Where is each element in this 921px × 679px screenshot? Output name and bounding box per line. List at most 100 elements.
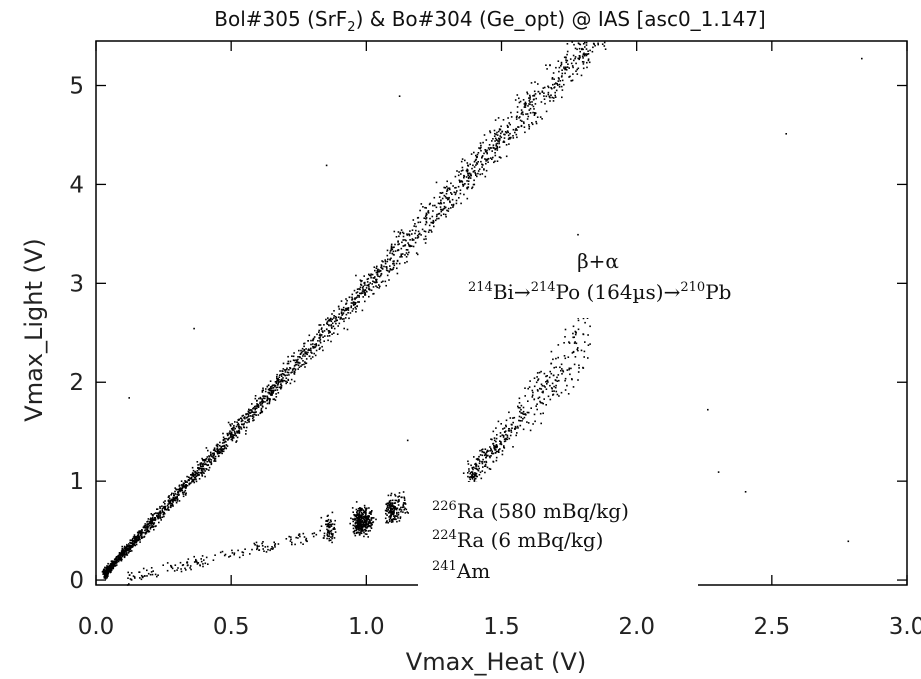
- band-point: [466, 162, 469, 164]
- band-point: [161, 509, 164, 512]
- band-point: [208, 459, 210, 462]
- band-point: [244, 416, 246, 418]
- band-point: [466, 197, 469, 200]
- band-point: [480, 146, 482, 149]
- band-point: [254, 408, 256, 411]
- band-point: [115, 564, 118, 566]
- band-point: [183, 491, 186, 493]
- alpha-peak-point: [360, 530, 362, 533]
- bipo-point: [536, 403, 538, 405]
- band-point: [343, 320, 345, 323]
- bipo-point: [568, 367, 571, 370]
- band-point: [396, 267, 398, 270]
- band-point: [388, 279, 390, 281]
- band-point: [192, 475, 195, 477]
- alpha-peak-point: [395, 508, 398, 511]
- band-point: [269, 387, 271, 390]
- band-point: [219, 448, 222, 450]
- band-point: [200, 468, 203, 470]
- alpha-peak-point: [363, 518, 365, 520]
- outlier-point: [717, 471, 720, 473]
- band-point: [582, 63, 585, 65]
- band-point: [416, 253, 419, 256]
- band-point: [445, 197, 448, 199]
- band-point: [123, 547, 126, 550]
- band-point: [208, 455, 210, 457]
- band-point: [303, 363, 305, 366]
- band-point: [443, 205, 446, 208]
- band-point: [584, 53, 587, 56]
- band-point: [604, 48, 607, 50]
- band-point: [318, 344, 320, 347]
- band-point: [261, 391, 264, 393]
- band-point: [296, 361, 298, 363]
- alpha-peak-point: [357, 526, 360, 529]
- alpha-peak-point: [334, 519, 336, 522]
- band-point: [120, 557, 122, 560]
- band-point: [277, 381, 280, 384]
- band-point: [283, 373, 285, 376]
- band-point: [498, 137, 500, 140]
- band-point: [542, 87, 545, 89]
- band-point: [240, 428, 243, 430]
- alpha-peak-point: [375, 518, 377, 521]
- alpha-peak-point: [365, 522, 368, 524]
- band-point: [318, 337, 320, 339]
- band-point: [534, 112, 536, 114]
- band-point: [463, 175, 466, 178]
- bipo-point: [467, 481, 470, 483]
- band-point: [467, 183, 470, 185]
- alpha-tail-point: [274, 544, 276, 547]
- band-point: [295, 359, 297, 361]
- band-point: [388, 271, 390, 273]
- band-point: [329, 317, 332, 320]
- band-point: [323, 330, 326, 332]
- band-point: [524, 104, 527, 106]
- alpha-tail-point: [254, 544, 256, 546]
- bipo-point: [556, 393, 559, 396]
- band-point: [579, 50, 581, 53]
- band-point: [120, 559, 123, 562]
- band-point: [435, 206, 438, 209]
- band-point: [253, 411, 255, 414]
- band-point: [400, 247, 403, 250]
- bipo-point: [496, 446, 498, 449]
- band-point: [313, 346, 316, 349]
- alpha-peak-point: [326, 533, 329, 535]
- bipo-point: [519, 410, 521, 413]
- band-point: [355, 308, 357, 310]
- alpha-peak-point: [354, 518, 356, 521]
- band-point: [383, 265, 385, 268]
- band-point: [531, 122, 533, 124]
- band-point: [142, 526, 145, 529]
- band-point: [571, 79, 574, 82]
- band-point: [175, 501, 178, 504]
- band-point: [144, 523, 146, 525]
- alpha-peak-point: [366, 519, 369, 521]
- band-point: [322, 331, 324, 333]
- alpha-peak-point: [385, 512, 387, 515]
- alpha-peak-point: [371, 510, 373, 512]
- band-point: [223, 438, 226, 440]
- bipo-point: [505, 424, 507, 427]
- alpha-peak-point: [360, 512, 363, 514]
- alpha-peak-point: [362, 516, 365, 518]
- band-point: [364, 289, 366, 291]
- band-point: [280, 381, 282, 383]
- band-point: [182, 495, 185, 498]
- band-point: [496, 145, 498, 148]
- band-point: [440, 214, 442, 217]
- band-point: [350, 305, 353, 307]
- band-point: [512, 137, 515, 139]
- bipo-point: [545, 381, 547, 383]
- band-point: [581, 61, 584, 63]
- alpha-peak-point: [396, 515, 399, 517]
- band-point: [356, 305, 358, 307]
- alpha-peak-point: [360, 525, 363, 528]
- band-point: [146, 529, 149, 531]
- band-point: [318, 348, 321, 350]
- band-point: [392, 262, 394, 265]
- band-point: [177, 492, 180, 494]
- y-tick-label: 4: [69, 172, 84, 198]
- alpha-peak-point: [404, 507, 406, 510]
